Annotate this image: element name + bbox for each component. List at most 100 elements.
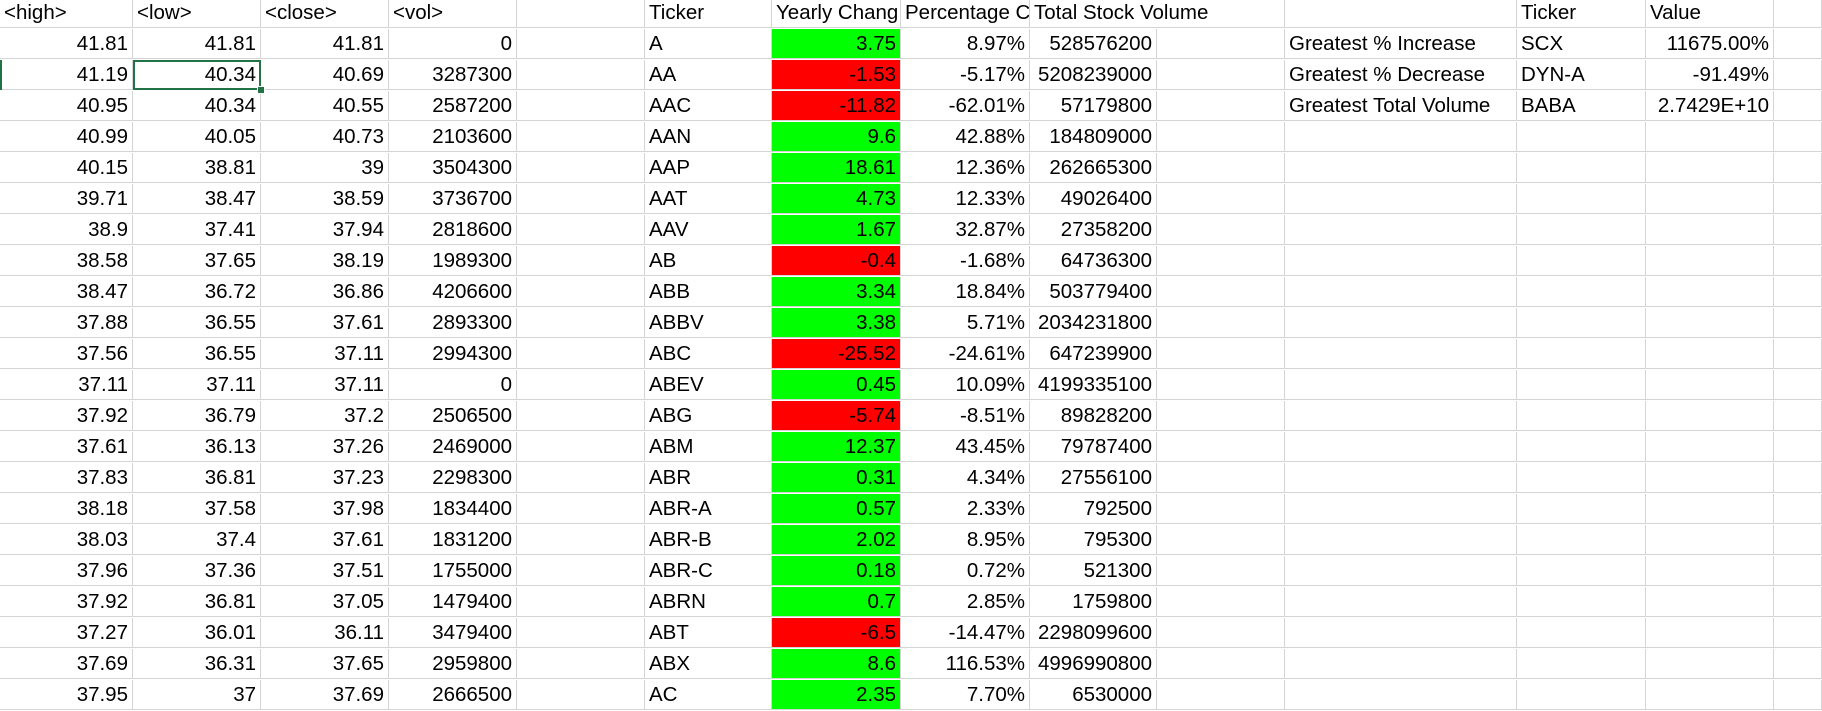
empty-cell[interactable] (1517, 277, 1646, 307)
empty-cell[interactable] (1774, 184, 1822, 214)
empty-cell[interactable] (1646, 339, 1774, 369)
empty-cell[interactable] (517, 463, 645, 493)
cell-close[interactable]: 37.69 (261, 680, 389, 710)
cell-total-volume[interactable]: 49026400 (1030, 184, 1157, 214)
empty-cell[interactable] (1774, 339, 1822, 369)
cell-vol[interactable]: 2103600 (389, 122, 517, 152)
cell-close[interactable]: 40.55 (261, 91, 389, 121)
empty-cell[interactable] (1646, 153, 1774, 183)
empty-cell[interactable] (1517, 153, 1646, 183)
cell-close[interactable]: 37.11 (261, 370, 389, 400)
cell-total-volume[interactable]: 6530000 (1030, 680, 1157, 710)
cell-percentage-change[interactable]: -5.17% (901, 60, 1030, 90)
empty-cell[interactable] (1157, 432, 1285, 462)
empty-cell[interactable] (1646, 122, 1774, 152)
cell-ticker[interactable]: AA (645, 60, 772, 90)
cell-close[interactable]: 37.23 (261, 463, 389, 493)
empty-cell[interactable] (1285, 122, 1517, 152)
empty-cell[interactable] (1646, 246, 1774, 276)
empty-cell[interactable] (1646, 370, 1774, 400)
cell-high[interactable]: 37.92 (0, 587, 133, 617)
empty-cell[interactable] (1157, 29, 1285, 59)
cell-low[interactable]: 36.13 (133, 432, 261, 462)
empty-cell[interactable] (1774, 60, 1822, 90)
empty-cell[interactable] (517, 29, 645, 59)
empty-cell[interactable] (1646, 680, 1774, 710)
empty-cell[interactable] (1157, 184, 1285, 214)
empty-cell[interactable] (1285, 401, 1517, 431)
cell-low[interactable]: 36.81 (133, 587, 261, 617)
empty-cell[interactable] (1285, 556, 1517, 586)
empty-cell[interactable] (1646, 308, 1774, 338)
cell-ticker[interactable]: AAP (645, 153, 772, 183)
cell-percentage-change[interactable]: -1.68% (901, 246, 1030, 276)
cell-ticker[interactable]: ABM (645, 432, 772, 462)
empty-cell[interactable] (517, 246, 645, 276)
cell-ticker[interactable]: ABR (645, 463, 772, 493)
empty-cell[interactable] (1157, 339, 1285, 369)
empty-cell[interactable] (1517, 246, 1646, 276)
cell-high[interactable]: 37.95 (0, 680, 133, 710)
cell-high[interactable]: 41.19 (0, 60, 133, 90)
cell-total-volume[interactable]: 2298099600 (1030, 618, 1157, 648)
empty-cell[interactable] (517, 370, 645, 400)
cell-percentage-change[interactable]: -14.47% (901, 618, 1030, 648)
header-total-stock-volume[interactable]: Total Stock Volume (1030, 0, 1208, 28)
empty-cell[interactable] (1157, 308, 1285, 338)
empty-cell[interactable] (517, 680, 645, 710)
cell-vol[interactable]: 2469000 (389, 432, 517, 462)
cell-total-volume[interactable]: 89828200 (1030, 401, 1157, 431)
cell-total-volume[interactable]: 27556100 (1030, 463, 1157, 493)
cell-total-volume[interactable]: 521300 (1030, 556, 1157, 586)
empty-cell[interactable] (1774, 432, 1822, 462)
cell-low[interactable]: 41.81 (133, 29, 261, 59)
cell-total-volume[interactable]: 4199335100 (1030, 370, 1157, 400)
empty-cell[interactable] (1285, 649, 1517, 679)
empty-cell[interactable] (1517, 618, 1646, 648)
cell-yearly-change[interactable]: 0.57 (772, 494, 901, 524)
cell-ticker[interactable]: AC (645, 680, 772, 710)
cell-total-volume[interactable]: 79787400 (1030, 432, 1157, 462)
empty-cell[interactable] (517, 525, 645, 555)
empty-cell[interactable] (1517, 339, 1646, 369)
cell-close[interactable]: 37.98 (261, 494, 389, 524)
empty-cell[interactable] (1285, 308, 1517, 338)
empty-cell[interactable] (1774, 618, 1822, 648)
empty-cell[interactable] (1646, 525, 1774, 555)
empty-cell[interactable] (1646, 556, 1774, 586)
empty-cell[interactable] (1517, 649, 1646, 679)
empty-cell[interactable] (517, 494, 645, 524)
cell-ticker[interactable]: ABRN (645, 587, 772, 617)
cell-total-volume[interactable]: 27358200 (1030, 215, 1157, 245)
empty-cell[interactable] (517, 215, 645, 245)
cell-ticker[interactable]: ABG (645, 401, 772, 431)
empty-cell[interactable] (517, 587, 645, 617)
empty-cell[interactable] (1517, 215, 1646, 245)
cell-yearly-change[interactable]: 3.34 (772, 277, 901, 307)
cell-summary-value[interactable]: 11675.00% (1646, 29, 1774, 59)
cell-yearly-change[interactable]: 3.38 (772, 308, 901, 338)
cell-close[interactable]: 37.2 (261, 401, 389, 431)
cell-high[interactable]: 39.71 (0, 184, 133, 214)
cell-percentage-change[interactable]: 2.85% (901, 587, 1030, 617)
cell-high[interactable]: 38.47 (0, 277, 133, 307)
empty-cell[interactable] (1774, 401, 1822, 431)
cell-yearly-change[interactable]: -1.53 (772, 60, 901, 90)
empty-cell[interactable] (517, 339, 645, 369)
empty-cell[interactable] (517, 60, 645, 90)
cell-percentage-change[interactable]: -8.51% (901, 401, 1030, 431)
empty-cell[interactable] (1285, 184, 1517, 214)
empty-cell[interactable] (1517, 432, 1646, 462)
empty-cell[interactable] (1157, 153, 1285, 183)
cell-summary-value[interactable]: -91.49% (1646, 60, 1774, 90)
empty-cell[interactable] (1285, 680, 1517, 710)
cell-high[interactable]: 38.18 (0, 494, 133, 524)
empty-cell[interactable] (1517, 401, 1646, 431)
cell-summary-ticker[interactable]: DYN-A (1517, 60, 1646, 90)
empty-cell[interactable] (1157, 680, 1285, 710)
cell-vol[interactable]: 2818600 (389, 215, 517, 245)
empty-cell[interactable] (1774, 494, 1822, 524)
cell-percentage-change[interactable]: 5.71% (901, 308, 1030, 338)
cell-total-volume[interactable]: 184809000 (1030, 122, 1157, 152)
cell-close[interactable]: 36.11 (261, 618, 389, 648)
